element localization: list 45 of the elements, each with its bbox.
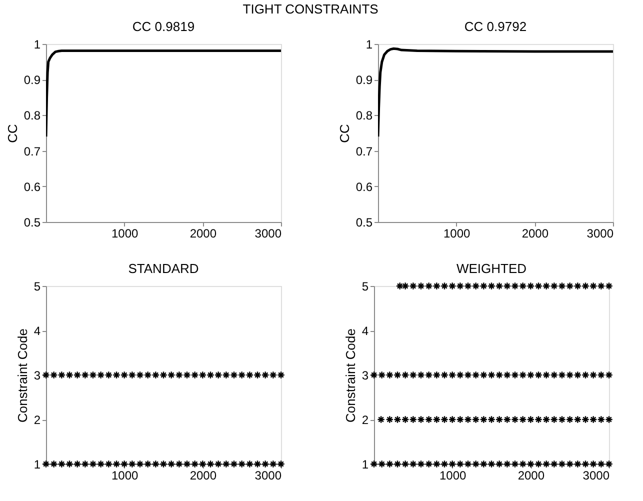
y-axis-title: Constraint Code [342,328,358,422]
y-tick-label: 4 [362,324,369,338]
y-axis-title: CC [336,124,352,143]
y-tick-label: 0.9 [356,73,373,88]
chart-title: STANDARD [128,261,199,276]
x-tick-label: 3000 [254,226,282,240]
x-tick-label: 2000 [190,468,217,482]
y-tick-label: 2 [362,413,369,427]
y-tick-label: 0.8 [24,108,41,123]
x-tick-label: 3000 [254,468,282,482]
y-tick-label: 5 [34,280,41,294]
y-tick-label: 1 [34,38,41,52]
y-tick-label: 1 [362,458,369,472]
y-axis-title: CC [4,124,20,143]
y-tick-label: 4 [34,324,41,338]
y-axis-title: Constraint Code [14,328,30,422]
x-tick-label: 1000 [111,226,139,240]
y-tick-label: 0.5 [356,216,373,230]
text: TIGHT CONSTRAINTS [242,2,379,16]
y-tick-label: 0.6 [24,180,41,194]
chart-title: WEIGHTED [456,261,527,276]
y-tick-label: 1 [366,38,373,52]
y-tick-label: 0.8 [356,108,373,123]
y-tick-label: 5 [362,280,369,294]
y-tick-label: 0.7 [356,144,373,158]
x-tick-label: 2000 [190,226,217,240]
x-tick-label: 1000 [443,226,471,240]
chart-title: CC 0.9819 [132,19,195,34]
x-tick-label: 2000 [518,468,545,482]
line-series [46,50,281,138]
y-tick-label: 0.7 [24,144,41,158]
y-tick-label: 1 [34,458,41,472]
y-tick-label: 3 [34,368,41,382]
x-tick-label: 2000 [522,226,549,240]
chart-title: CC 0.9792 [464,19,527,34]
y-tick-label: 0.6 [356,180,373,194]
y-tick-label: 0.9 [24,73,41,88]
y-tick-label: 0.5 [24,216,41,230]
y-tick-label: 2 [34,413,41,427]
x-tick-label: 3000 [586,226,614,240]
line-series [378,47,613,138]
x-tick-label: 3000 [582,468,610,482]
y-tick-label: 3 [362,368,369,382]
x-tick-label: 1000 [111,468,139,482]
x-tick-label: 1000 [439,468,467,482]
